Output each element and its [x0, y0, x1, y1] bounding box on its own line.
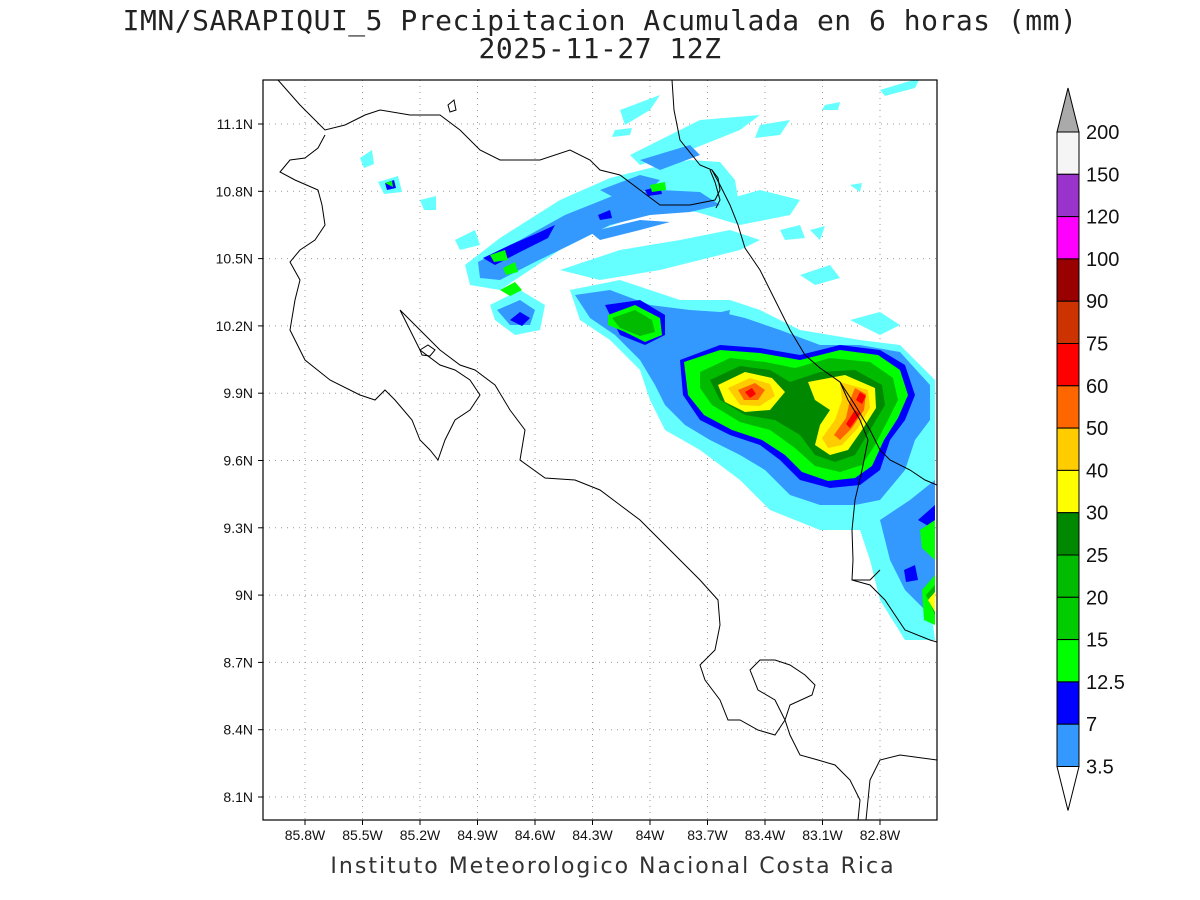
legend-level-label: 150 — [1086, 164, 1119, 186]
legend-swatch — [1056, 554, 1080, 598]
legend-swatch — [1056, 512, 1080, 556]
panama-border — [839, 381, 881, 581]
legend-swatch — [1056, 681, 1080, 725]
legend-swatch — [1056, 173, 1080, 218]
lon-tick-label: 85.8W — [285, 827, 326, 843]
lon-tick-label: 84.9W — [457, 827, 498, 843]
precipitation-legend: 200 150 120 100 90 75 60 50 40 30 25 20 15 12.5 7 3.5 — [1056, 87, 1125, 811]
legend-underflow-triangle — [1056, 766, 1080, 811]
legend-level-label: 120 — [1086, 207, 1119, 229]
lat-tick-label: 10.8N — [216, 183, 253, 199]
legend-level-label: 50 — [1086, 418, 1108, 440]
legend-level-label: 25 — [1086, 545, 1108, 567]
legend-swatch — [1056, 469, 1080, 514]
legend-level-label: 20 — [1086, 587, 1108, 609]
lon-tick-label: 84W — [636, 827, 666, 843]
legend-overflow-triangle — [1056, 87, 1080, 133]
map-frame — [262, 79, 938, 821]
map-datetime: 2025-11-27 12Z — [478, 32, 722, 65]
legend-swatch — [1056, 385, 1080, 429]
legend-level-label: 200 — [1086, 122, 1119, 144]
legend-swatch — [1056, 723, 1080, 768]
lon-tick-label: 84.3W — [572, 827, 613, 843]
legend-level-label: 40 — [1086, 460, 1108, 482]
legend-swatch — [1056, 216, 1080, 260]
lon-tick-label: 83.7W — [687, 827, 728, 843]
legend-swatch — [1056, 596, 1080, 641]
lon-tick-label: 85.2W — [400, 827, 441, 843]
lat-tick-label: 8.4N — [223, 722, 253, 738]
precipitation-field — [360, 80, 935, 640]
ometepe-island — [447, 99, 457, 113]
lat-tick-label: 10.2N — [216, 318, 253, 334]
lat-tick-label: 8.7N — [223, 654, 253, 670]
coastline-borders — [277, 80, 937, 820]
map-title: IMN/SARAPIQUI_5 Precipitacion Acumulada … — [122, 4, 1078, 37]
latitude-axis: 11.1N 10.8N 10.5N 10.2N 9.9N 9.6N 9.3N 9N 8.7N 8.… — [216, 116, 263, 805]
legend-level-label: 30 — [1086, 503, 1108, 525]
legend-level-label: 60 — [1086, 376, 1108, 398]
legend-level-label: 75 — [1086, 334, 1108, 356]
river-border-segment — [709, 169, 721, 209]
legend-swatch — [1056, 258, 1080, 302]
lat-tick-label: 9.9N — [223, 385, 253, 401]
lon-tick-label: 85.5W — [342, 827, 383, 843]
caribbean-coast — [671, 80, 937, 486]
lat-tick-label: 10.5N — [216, 251, 253, 267]
lon-tick-label: 82.8W — [860, 827, 901, 843]
legend-swatch — [1056, 639, 1080, 683]
longitude-axis: 85.8W 85.5W 85.2W 84.9W 84.6W 84.3W 84W 83.7W 83… — [285, 820, 901, 843]
legend-swatch — [1056, 427, 1080, 471]
lat-tick-label: 8.1N — [223, 789, 253, 805]
gulf-nicoya-island — [419, 344, 436, 357]
lat-tick-label: 11.1N — [217, 116, 253, 132]
panama-coast — [851, 579, 937, 643]
footer-credit: Instituto Meteorologico Nacional Costa R… — [330, 854, 896, 879]
legend-level-label: 90 — [1086, 291, 1108, 313]
pacific-coast — [279, 134, 937, 820]
legend-level-label: 3.5 — [1086, 757, 1114, 779]
legend-level-label: 100 — [1086, 249, 1119, 271]
lat-tick-label: 9N — [235, 587, 253, 603]
legend-level-label: 15 — [1086, 630, 1108, 652]
lon-tick-label: 84.6W — [515, 827, 556, 843]
lat-tick-label: 9.6N — [223, 453, 253, 469]
lon-tick-label: 83.1W — [802, 827, 843, 843]
legend-swatch — [1056, 343, 1080, 387]
legend-level-label: 7 — [1086, 714, 1097, 736]
lon-tick-label: 83.4W — [745, 827, 786, 843]
legend-swatch — [1056, 131, 1080, 175]
nicaragua-border — [277, 80, 721, 206]
lat-tick-label: 9.3N — [223, 520, 253, 536]
legend-swatch — [1056, 300, 1080, 345]
legend-level-label: 12.5 — [1086, 672, 1125, 694]
